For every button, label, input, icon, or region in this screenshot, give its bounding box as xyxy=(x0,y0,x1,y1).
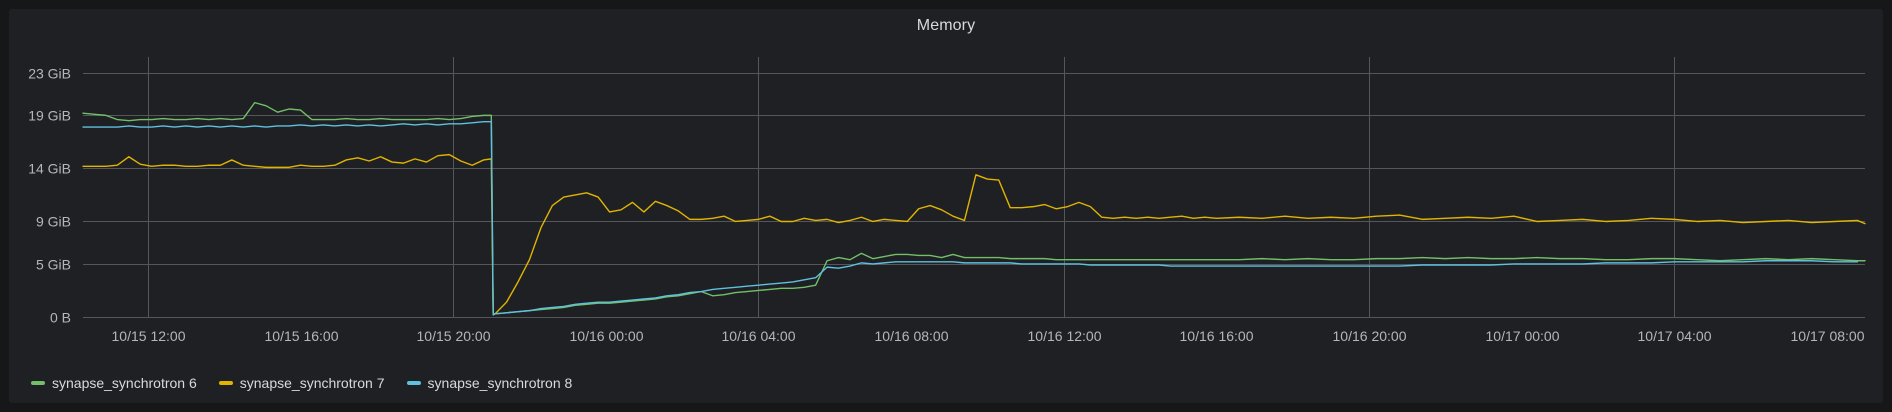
x-axis-labels: 10/15 12:00 10/15 16:00 10/15 20:00 10/16 0… xyxy=(112,328,1865,344)
x-axis-tick-label: 10/17 04:00 xyxy=(1638,328,1712,344)
legend-line-swatch-icon xyxy=(31,381,45,385)
x-axis-tick-label: 10/15 20:00 xyxy=(417,328,491,344)
x-axis-tick-label: 10/16 12:00 xyxy=(1028,328,1102,344)
memory-graph-panel[interactable]: Memory 0 B 5 GiB 9 GiB 14 GiB 19 GiB 23 GiB 1… xyxy=(9,9,1883,403)
y-axis-tick-label: 0 B xyxy=(50,310,71,326)
y-axis-tick-label: 19 GiB xyxy=(28,108,71,124)
x-axis-tick-label: 10/16 04:00 xyxy=(722,328,796,344)
panel-title: Memory xyxy=(916,17,976,34)
series-line xyxy=(82,101,1866,315)
series-lines xyxy=(82,101,1866,316)
legend-line-swatch-icon xyxy=(218,381,233,385)
x-axis-tick-label: 10/16 16:00 xyxy=(1180,328,1254,344)
legend-line-swatch-icon xyxy=(406,381,421,385)
legend-item[interactable]: synapse_synchrotron 7 xyxy=(218,375,385,391)
y-axis-tick-label: 9 GiB xyxy=(36,214,71,230)
y-axis-tick-label: 23 GiB xyxy=(28,66,71,82)
y-axis-labels: 0 B 5 GiB 9 GiB 14 GiB 19 GiB 23 GiB xyxy=(28,66,71,326)
series-line xyxy=(82,153,1866,316)
x-axis-tick-label: 10/17 08:00 xyxy=(1791,328,1865,344)
legend-item[interactable]: synapse_synchrotron 6 xyxy=(31,375,197,391)
x-axis-tick-label: 10/16 08:00 xyxy=(875,328,949,344)
y-axis-tick-label: 14 GiB xyxy=(28,161,71,177)
series-line xyxy=(82,121,1859,316)
y-axis-tick-label: 5 GiB xyxy=(36,257,71,273)
legend-item[interactable]: synapse_synchrotron 8 xyxy=(406,375,573,391)
x-axis-tick-label: 10/15 12:00 xyxy=(112,328,186,344)
legend-item-label: synapse_synchrotron 7 xyxy=(239,375,385,391)
x-axis-tick-label: 10/15 16:00 xyxy=(265,328,339,344)
chart-canvas[interactable]: 0 B 5 GiB 9 GiB 14 GiB 19 GiB 23 GiB 10/15 12… xyxy=(9,35,1883,375)
legend[interactable]: synapse_synchrotron 6 synapse_synchrotron… xyxy=(31,372,572,394)
legend-item-label: synapse_synchrotron 8 xyxy=(427,375,573,391)
plot-area[interactable]: 0 B 5 GiB 9 GiB 14 GiB 19 GiB 23 GiB 10/15 12… xyxy=(9,35,1883,375)
x-axis-tick-label: 10/17 00:00 xyxy=(1486,328,1560,344)
gridlines xyxy=(83,57,1865,318)
x-axis-tick-label: 10/16 00:00 xyxy=(570,328,644,344)
legend-item-label: synapse_synchrotron 6 xyxy=(52,375,197,391)
x-axis-tick-label: 10/16 20:00 xyxy=(1333,328,1407,344)
